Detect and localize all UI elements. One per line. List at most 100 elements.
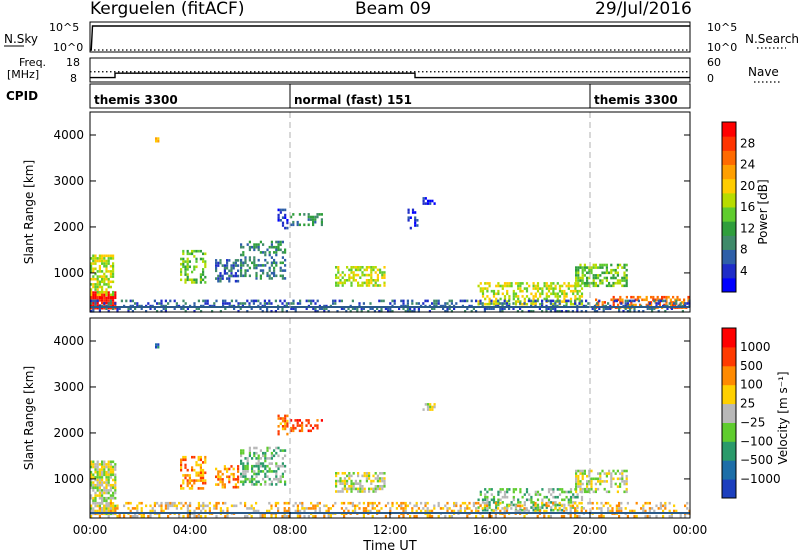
scatter-cell [621, 276, 624, 280]
scatter-cell [413, 307, 416, 310]
scatter-cell [361, 490, 364, 493]
scatter-cell [581, 487, 584, 491]
scatter-cell [284, 425, 287, 428]
scatter-cell [605, 271, 608, 275]
scatter-cell [123, 514, 126, 518]
scatter-cell [96, 501, 99, 505]
scatter-cell [624, 507, 627, 510]
scatter-cell [556, 503, 559, 507]
scatter-cell [541, 287, 544, 290]
scatter-cell [665, 295, 668, 299]
scatter-cell [610, 474, 613, 478]
scatter-cell [266, 248, 269, 252]
scatter-cell [519, 490, 522, 494]
scatter-cell [572, 493, 575, 496]
scatter-cell [157, 137, 160, 140]
scatter-cell [109, 296, 112, 300]
scatter-cell [277, 501, 280, 505]
scatter-cell [164, 307, 167, 310]
scatter-cell [597, 276, 600, 280]
scatter-cell [350, 482, 353, 485]
freq-label-line2: [MHz] [7, 68, 39, 81]
scatter-cell [558, 287, 562, 290]
scatter-cell [554, 295, 557, 298]
scatter-cell [664, 504, 667, 508]
scatter-cell [383, 273, 386, 277]
scatter-cell [325, 504, 328, 508]
scatter-cell [380, 310, 383, 313]
scatter-cell [136, 509, 139, 513]
scatter-cell [664, 299, 667, 303]
scatter-cell [215, 261, 218, 265]
scatter-cell [415, 514, 418, 518]
scatter-cell [343, 307, 346, 310]
scatter-cell [357, 284, 360, 287]
scatter-cell [197, 455, 200, 459]
scatter-cell [98, 267, 101, 271]
scatter-cell [619, 295, 622, 299]
scatter-cell [94, 299, 97, 303]
scatter-cell [255, 266, 258, 270]
scatter-cell [387, 310, 390, 313]
scatter-cell [532, 503, 535, 507]
scatter-cell [90, 264, 93, 268]
scatter-cell [534, 302, 537, 306]
scatter-cell [217, 501, 220, 505]
scatter-cell [361, 281, 364, 285]
scatter-cell [112, 504, 115, 508]
scatter-cell [625, 474, 628, 478]
scatter-cell [237, 475, 240, 479]
scatter-cell [320, 220, 323, 224]
scatter-cell [362, 509, 365, 513]
scatter-cell [112, 301, 115, 305]
scatter-cell [248, 256, 251, 259]
scatter-cell [619, 477, 622, 481]
scatter-cell [257, 264, 260, 267]
scatter-cell [199, 463, 202, 467]
scatter-cell [523, 501, 526, 504]
scatter-cell [510, 501, 513, 504]
scatter-cell [109, 465, 112, 469]
scatter-cell [314, 509, 317, 513]
scatter-cell [244, 475, 247, 478]
scatter-cell [98, 473, 101, 477]
scatter-cell [603, 487, 606, 491]
scatter-cell [226, 514, 229, 518]
scatter-cell [101, 465, 104, 469]
scatter-cell [323, 514, 326, 518]
scatter-cell [352, 271, 355, 274]
scatter-cell [188, 278, 191, 282]
scatter-cell [634, 298, 637, 302]
scatter-cell [550, 287, 553, 290]
scatter-cell [94, 283, 97, 286]
scatter-cell [184, 268, 187, 271]
scatter-cell [250, 299, 253, 303]
scatter-cell [464, 310, 467, 313]
scatter-cell [488, 300, 491, 303]
scatter-cell [655, 504, 658, 508]
scatter-cell [96, 478, 99, 482]
scatter-cell [90, 473, 93, 477]
scatter-cell [299, 299, 302, 303]
scatter-cell [264, 472, 267, 476]
scatter-cell [662, 509, 665, 513]
scatter-cell [314, 514, 317, 518]
scatter-cell [484, 297, 487, 301]
scatter-cell [112, 465, 115, 469]
scatter-cell [103, 463, 106, 466]
scatter-cell [237, 279, 240, 283]
scatter-cell [217, 261, 220, 265]
scatter-cell [299, 514, 302, 518]
scatter-cell [92, 304, 95, 307]
scatter-cell [579, 276, 582, 280]
scatter-cell [503, 490, 507, 494]
xtick-label: 04:00 [173, 523, 208, 537]
scatter-cell [105, 496, 108, 500]
scatter-cell [112, 275, 115, 278]
scatter-cell [240, 243, 243, 246]
scatter-cell [208, 507, 211, 510]
scatter-cell [437, 514, 440, 518]
scatter-cell [574, 302, 577, 305]
scatter-cell [277, 240, 280, 244]
scatter-cell [288, 501, 291, 505]
